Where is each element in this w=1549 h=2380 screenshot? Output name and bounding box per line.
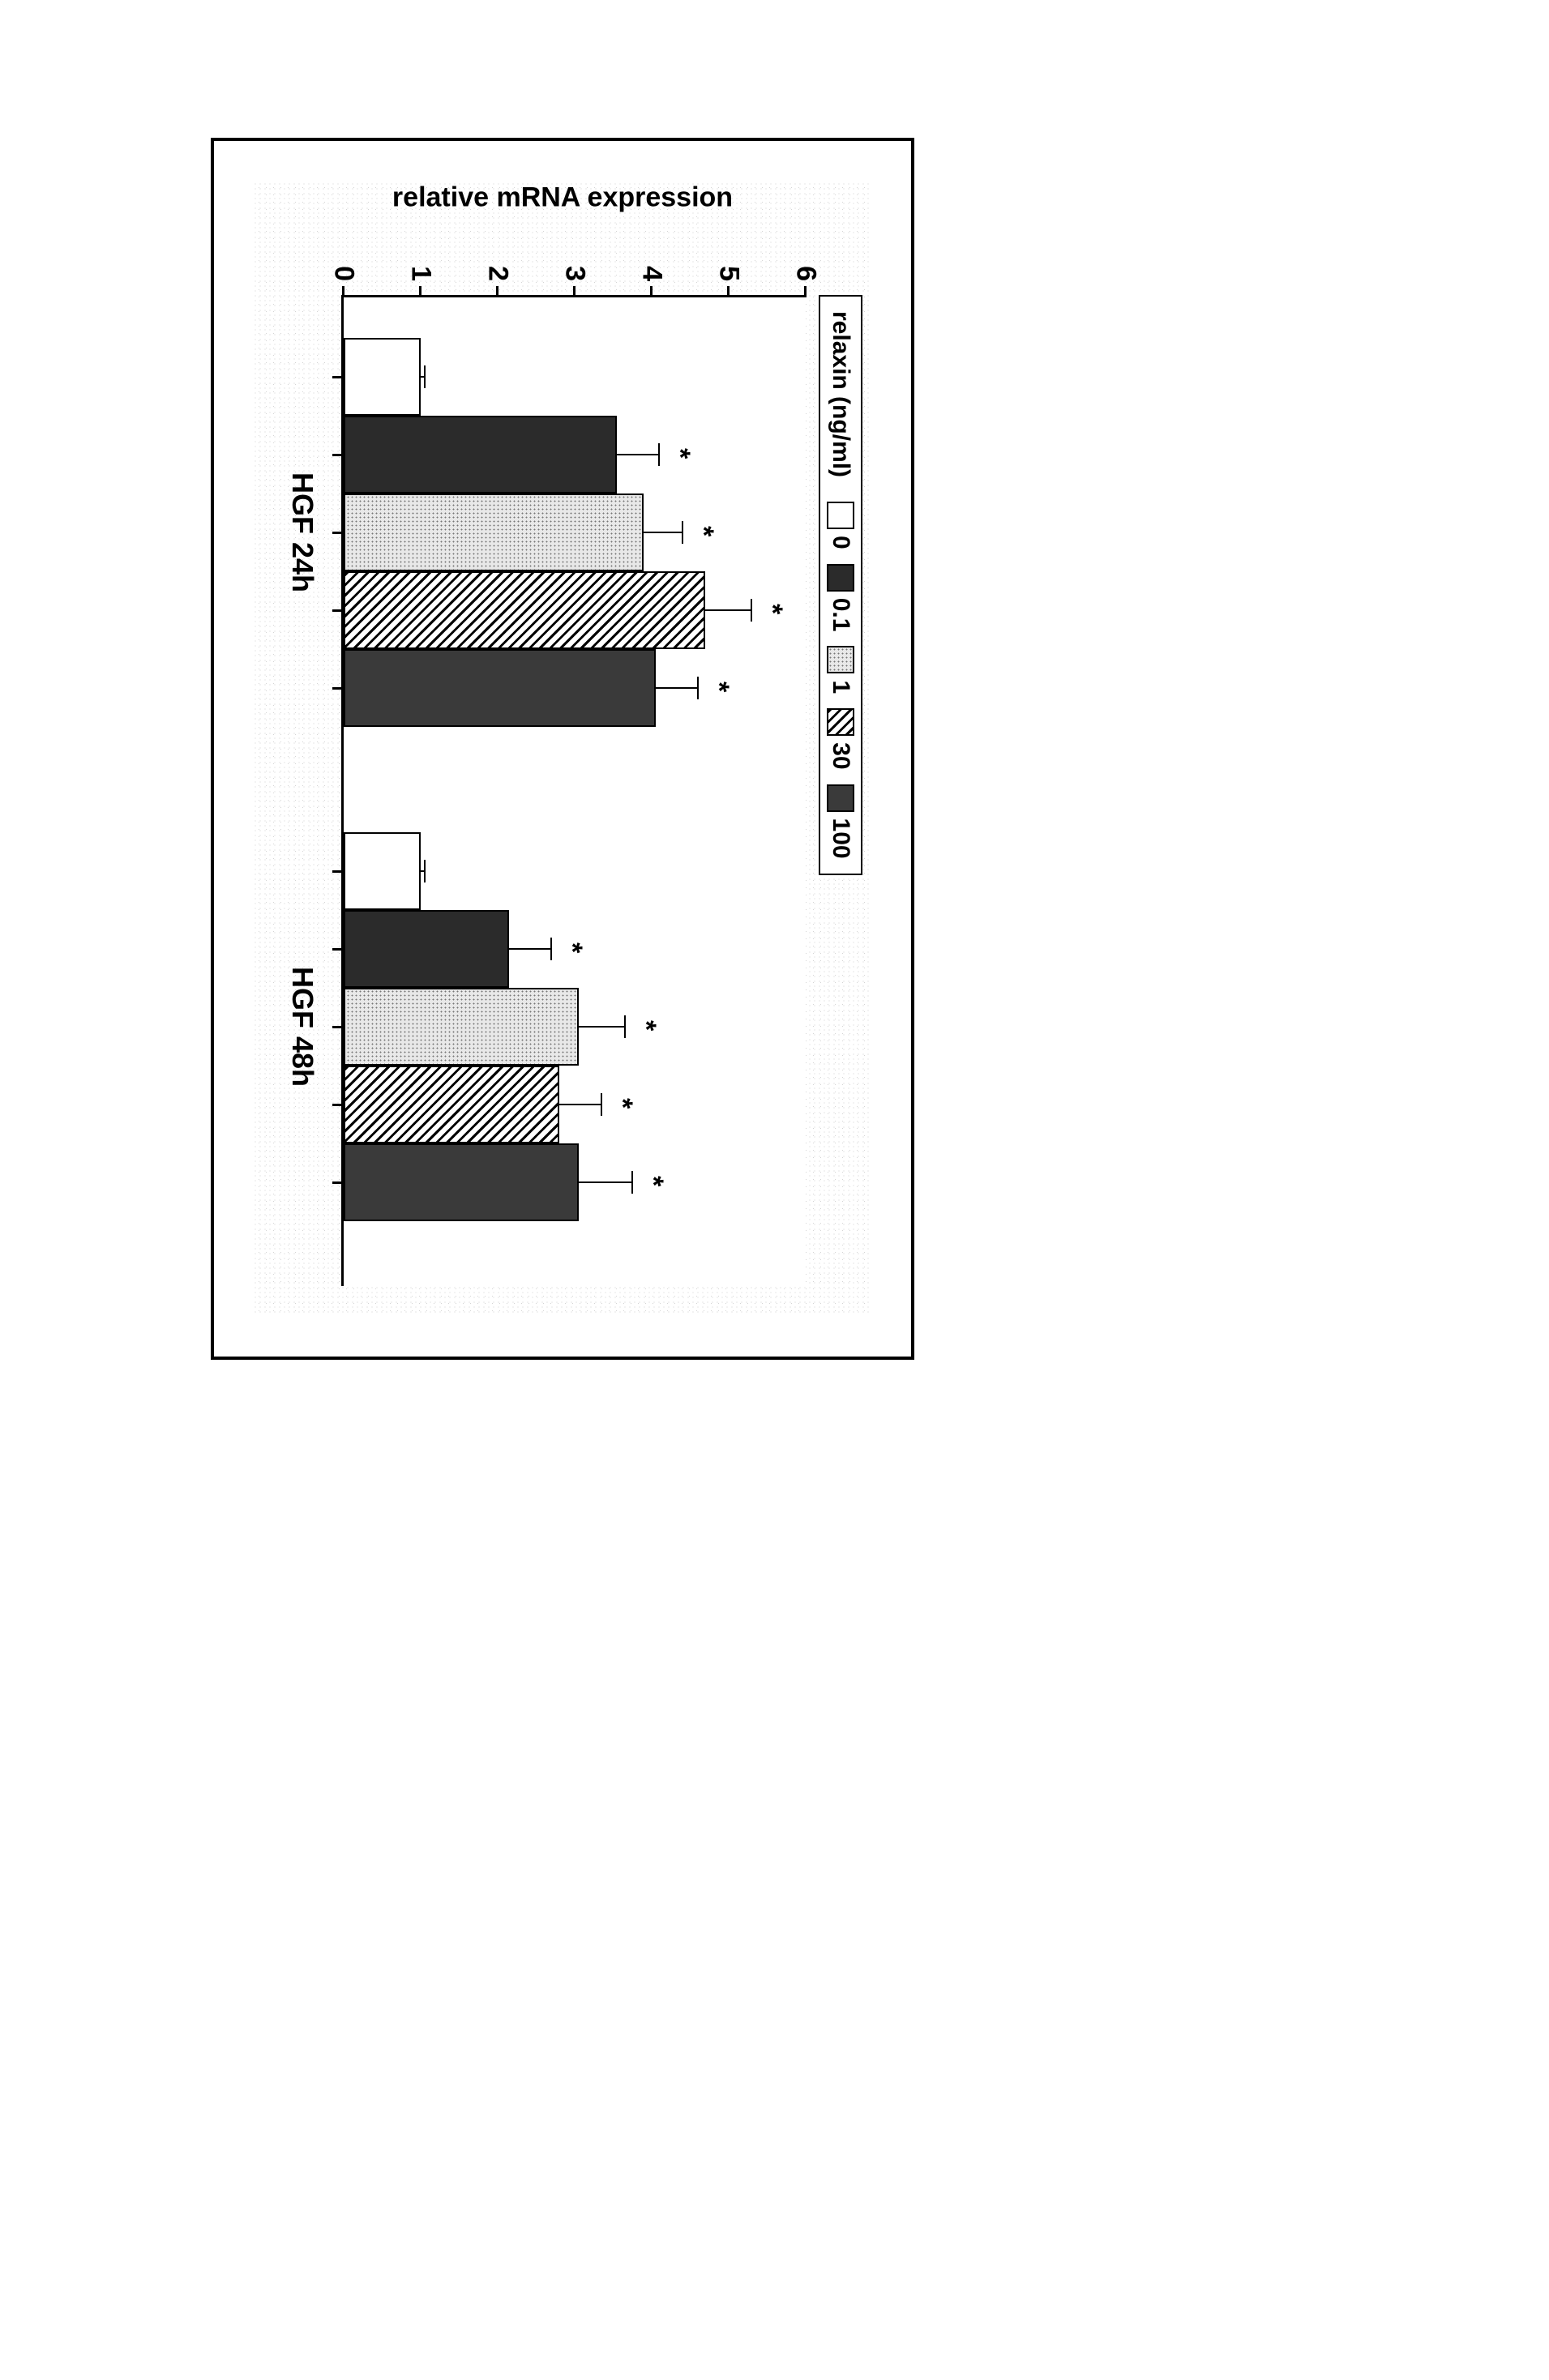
x-tick — [332, 1104, 344, 1106]
error-cap — [631, 1171, 633, 1194]
significance-star: * — [606, 1098, 638, 1109]
error-bar — [617, 454, 659, 455]
y-tick — [419, 286, 421, 297]
y-tick — [496, 286, 499, 297]
legend-label: 0.1 — [827, 598, 854, 632]
legend-label: 30 — [827, 742, 854, 769]
legend-swatch — [827, 708, 854, 736]
error-cap — [551, 938, 553, 960]
legend-label: 0 — [827, 536, 854, 549]
y-tick-label: 1 — [405, 266, 437, 281]
y-tick-label: 3 — [559, 266, 591, 281]
significance-star: * — [630, 1020, 661, 1031]
legend-title: relaxin (ng/ml) — [827, 311, 854, 477]
y-tick-label: 2 — [482, 266, 514, 281]
bar — [344, 416, 617, 494]
x-tick — [332, 376, 344, 378]
legend-swatch — [827, 502, 854, 529]
bar — [344, 494, 644, 571]
y-tick — [727, 286, 730, 297]
legend-swatch — [827, 784, 854, 812]
x-tick — [332, 870, 344, 873]
bar — [344, 988, 579, 1066]
x-tick — [332, 1026, 344, 1028]
legend-item-100: 100 — [827, 784, 854, 859]
x-tick — [332, 454, 344, 456]
x-tick — [332, 687, 344, 690]
bar — [344, 571, 706, 649]
bar — [344, 649, 656, 727]
error-bar — [706, 609, 752, 611]
error-cap — [424, 365, 426, 388]
significance-star: * — [757, 604, 789, 614]
significance-star: * — [703, 682, 734, 692]
error-cap — [697, 677, 699, 699]
x-tick — [332, 532, 344, 534]
bar — [344, 910, 509, 988]
figure-frame: relaxin (ng/ml) 00.1130100 relative mRNA… — [211, 138, 914, 1360]
y-axis-label: relative mRNA expression — [392, 182, 733, 214]
chart-container: relaxin (ng/ml) 00.1130100 relative mRNA… — [255, 182, 871, 1316]
bar — [344, 338, 421, 416]
y-tick-label: 4 — [636, 266, 668, 281]
y-tick-label: 5 — [713, 266, 745, 281]
bar — [344, 1066, 559, 1143]
error-cap — [751, 599, 753, 622]
y-tick — [804, 286, 807, 297]
significance-star: * — [665, 448, 696, 459]
x-group-label: HGF 48h — [285, 967, 319, 1087]
x-tick — [332, 948, 344, 951]
y-tick — [650, 286, 653, 297]
error-bar — [579, 1181, 633, 1183]
significance-star: * — [637, 1176, 669, 1186]
y-tick — [573, 286, 576, 297]
y-tick-label: 6 — [790, 266, 822, 281]
error-cap — [601, 1093, 602, 1116]
legend-item-30: 30 — [827, 708, 854, 769]
error-bar — [644, 532, 683, 533]
legend-item-0.1: 0.1 — [827, 564, 854, 632]
error-bar — [559, 1104, 601, 1105]
error-cap — [424, 860, 426, 882]
x-group-label: HGF 24h — [285, 472, 319, 592]
error-bar — [579, 1026, 625, 1028]
significance-star: * — [557, 942, 588, 953]
plot-area: 0123456****HGF 24h****HGF 48h — [341, 295, 806, 1286]
error-bar — [509, 948, 551, 950]
error-cap — [659, 443, 661, 466]
error-bar — [656, 687, 698, 689]
legend-label: 100 — [827, 818, 854, 859]
legend-item-0: 0 — [827, 502, 854, 549]
legend-swatch — [827, 646, 854, 673]
error-cap — [682, 521, 683, 544]
legend-swatch — [827, 564, 854, 592]
legend-label: 1 — [827, 680, 854, 694]
y-tick — [342, 286, 344, 297]
significance-star: * — [687, 526, 719, 536]
legend: relaxin (ng/ml) 0 0.1 1 30 100 — [819, 295, 862, 875]
x-tick — [332, 1181, 344, 1184]
y-tick-label: 0 — [328, 266, 360, 281]
error-cap — [624, 1015, 626, 1038]
legend-item-1: 1 — [827, 646, 854, 694]
bar — [344, 832, 421, 910]
x-tick — [332, 609, 344, 612]
bar — [344, 1143, 579, 1221]
